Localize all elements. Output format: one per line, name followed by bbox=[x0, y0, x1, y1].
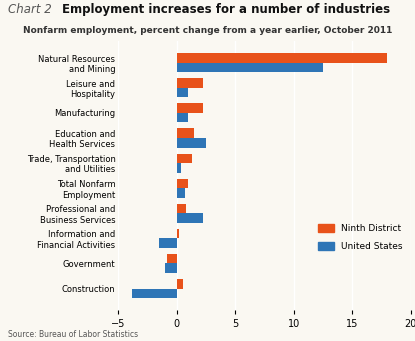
Bar bbox=[177, 188, 185, 198]
Bar bbox=[177, 129, 194, 138]
Bar bbox=[177, 153, 192, 163]
Bar bbox=[167, 254, 177, 264]
Text: Employment increases for a number of industries: Employment increases for a number of ind… bbox=[62, 3, 391, 16]
Bar bbox=[132, 288, 177, 298]
Bar bbox=[177, 213, 203, 223]
Bar bbox=[177, 204, 186, 213]
Bar bbox=[177, 179, 188, 188]
Bar bbox=[165, 264, 177, 273]
Bar bbox=[177, 163, 181, 173]
Bar bbox=[159, 238, 177, 248]
Bar bbox=[177, 138, 206, 148]
Text: Nonfarm employment, percent change from a year earlier, October 2011: Nonfarm employment, percent change from … bbox=[23, 26, 392, 34]
Text: Source: Bureau of Labor Statistics: Source: Bureau of Labor Statistics bbox=[8, 330, 139, 339]
Bar bbox=[177, 103, 203, 113]
Bar bbox=[177, 279, 183, 288]
Bar bbox=[177, 53, 388, 63]
Legend: Ninth District, United States: Ninth District, United States bbox=[314, 220, 406, 255]
Bar bbox=[177, 88, 188, 97]
Bar bbox=[177, 113, 188, 122]
Bar bbox=[177, 78, 203, 88]
Text: Chart 2: Chart 2 bbox=[8, 3, 59, 16]
Bar bbox=[177, 63, 323, 72]
Bar bbox=[177, 229, 179, 238]
